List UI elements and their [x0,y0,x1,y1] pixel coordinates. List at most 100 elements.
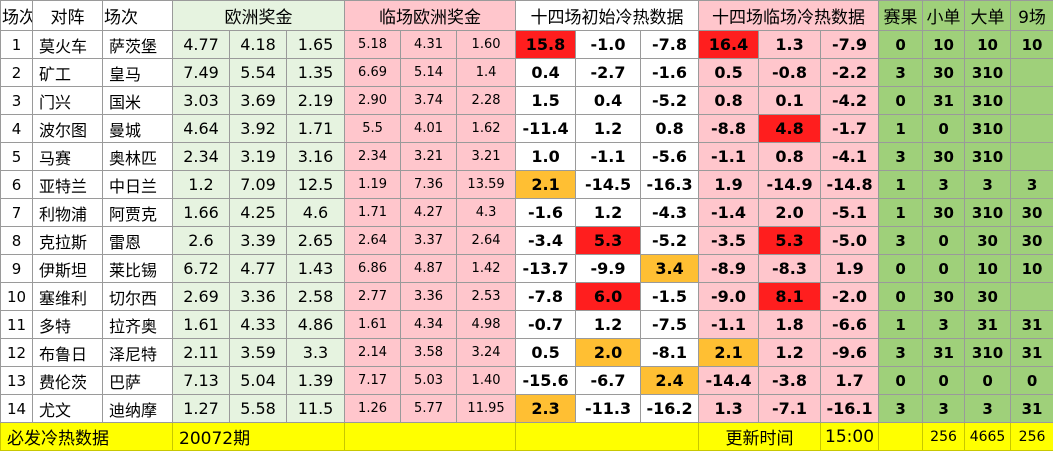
live-euro-odds-cell: 4.34 [400,310,458,339]
live-euro-odds-cell: 2.64 [344,226,402,255]
live-euro-odds-cell: 3.37 [400,226,458,255]
euro-odds-cell: 12.5 [285,170,346,199]
live-temp-cell: -6.6 [820,310,880,339]
live-temp-cell: -9.6 [820,338,880,367]
small-pick-cell: 3 [922,170,966,199]
euro-odds-cell: 3.3 [285,338,346,367]
initial-temp-cell: -11.4 [515,114,577,143]
result-cell: 1 [878,114,924,143]
small-pick-cell: 30 [922,142,966,171]
initial-temp-cell: -5.2 [640,86,700,115]
row-number: 6 [0,170,33,199]
result-cell: 3 [878,58,924,87]
live-euro-odds-cell: 4.27 [400,198,458,227]
euro-odds-cell: 3.92 [229,114,287,143]
table-row: 7 利物浦 阿贾克 1.66 4.25 4.6 1.71 4.27 4.3 -1.6 1.2 -4.3… [0,198,1053,227]
live-euro-odds-cell: 3.21 [456,142,517,171]
small-pick-cell: 30 [922,58,966,87]
euro-odds-cell: 4.77 [172,30,230,59]
euro-odds-cell: 3.16 [285,142,346,171]
away-team: 切尔西 [102,282,173,311]
big-pick-cell: 310 [964,142,1012,171]
initial-temp-cell: 2.3 [515,394,577,423]
footer-spacer-3 [878,422,924,451]
footer-spacer-2 [515,422,700,451]
live-euro-odds-cell: 3.24 [456,338,517,367]
initial-temp-cell: -1.5 [640,282,700,311]
home-team: 伊斯坦 [32,254,103,283]
header-nine: 9场 [1010,0,1053,31]
live-euro-odds-cell: 1.4 [456,58,517,87]
result-cell: 1 [878,170,924,199]
live-temp-cell: -3.8 [758,366,822,395]
table-row: 8 克拉斯 雷恩 2.6 3.39 2.65 2.64 3.37 2.64 -3.4 5.3 -5.2… [0,226,1053,255]
initial-temp-cell: -4.3 [640,198,700,227]
result-cell: 3 [878,394,924,423]
live-euro-odds-cell: 2.90 [344,86,402,115]
table-row: 6 亚特兰 中日兰 1.2 7.09 12.5 1.19 7.36 13.59 2.1 -14.5-… [0,170,1053,199]
euro-odds-cell: 1.71 [285,114,346,143]
live-temp-cell: 1.3 [758,30,822,59]
live-temp-cell: -3.5 [698,226,760,255]
euro-odds-cell: 4.6 [285,198,346,227]
euro-odds-cell: 3.36 [229,282,287,311]
live-euro-odds-cell: 3.21 [400,142,458,171]
live-temp-cell: -7.9 [820,30,880,59]
initial-temp-cell: -7.8 [515,282,577,311]
header-no: 场次 [0,0,33,31]
euro-odds-cell: 2.6 [172,226,230,255]
live-euro-odds-cell: 1.42 [456,254,517,283]
result-cell: 0 [878,86,924,115]
nine-pick-cell [1010,282,1053,311]
big-pick-cell: 31 [964,310,1012,339]
initial-temp-cell: -7.8 [640,30,700,59]
initial-temp-cell: -1.6 [640,58,700,87]
away-team: 萨茨堡 [102,30,173,59]
live-temp-cell: 4.8 [758,114,822,143]
footer-count-2: 4665 [964,422,1012,451]
live-temp-cell: -7.1 [758,394,822,423]
live-euro-odds-cell: 1.40 [456,366,517,395]
big-pick-cell: 310 [964,86,1012,115]
nine-pick-cell [1010,114,1053,143]
home-team: 尤文 [32,394,103,423]
away-team: 国米 [102,86,173,115]
live-temp-cell: 1.9 [698,170,760,199]
header-match2: 场次 [102,0,173,31]
table-row: 2 矿工 皇马 7.49 5.54 1.35 6.69 5.14 1.4 0.4 -2.7 -1.6 0… [0,58,1053,87]
initial-temp-cell: 2.4 [640,366,700,395]
nine-pick-cell [1010,86,1053,115]
small-pick-cell: 10 [922,30,966,59]
live-euro-odds-cell: 2.34 [344,142,402,171]
live-euro-odds-cell: 4.87 [400,254,458,283]
nine-pick-cell: 31 [1010,310,1053,339]
home-team: 亚特兰 [32,170,103,199]
big-pick-cell: 3 [964,394,1012,423]
live-temp-cell: -9.0 [698,282,760,311]
live-euro-odds-cell: 2.53 [456,282,517,311]
live-euro-odds-cell: 13.59 [456,170,517,199]
row-number: 14 [0,394,33,423]
row-number: 13 [0,366,33,395]
initial-temp-cell: -2.7 [575,58,642,87]
euro-odds-cell: 7.13 [172,366,230,395]
initial-temp-cell: -11.3 [575,394,642,423]
euro-odds-cell: 4.86 [285,310,346,339]
live-temp-cell: -14.9 [758,170,822,199]
result-cell: 3 [878,142,924,171]
header-live-euro-odds: 临场欧洲奖金 [344,0,517,31]
initial-temp-cell: 15.8 [515,30,577,59]
big-pick-cell: 30 [964,282,1012,311]
euro-odds-cell: 1.61 [172,310,230,339]
row-number: 4 [0,114,33,143]
initial-temp-cell: -8.1 [640,338,700,367]
table-row: 9 伊斯坦 莱比锡 6.72 4.77 1.43 6.86 4.87 1.42 -13.7 -9.9… [0,254,1053,283]
initial-temp-cell: -5.6 [640,142,700,171]
home-team: 莫火车 [32,30,103,59]
live-temp-cell: -14.8 [820,170,880,199]
nine-pick-cell: 30 [1010,226,1053,255]
live-euro-odds-cell: 5.03 [400,366,458,395]
euro-odds-cell: 3.69 [229,86,287,115]
live-euro-odds-cell: 5.18 [344,30,402,59]
footer-row: 必发冷热数据 20072期 更新时间 15:00 256 4665 256 [0,422,1053,451]
